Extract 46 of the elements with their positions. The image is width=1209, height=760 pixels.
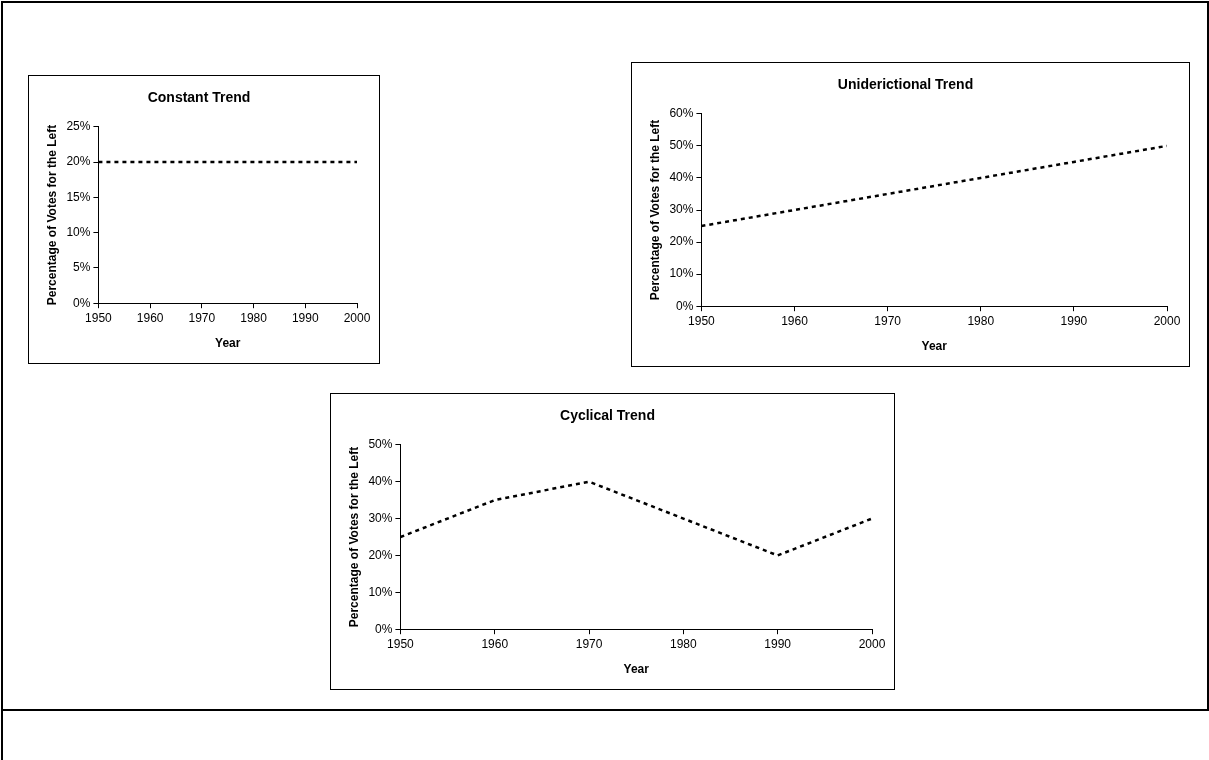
x-tick-label: 1970 <box>874 313 902 328</box>
x-tick-label: 2000 <box>858 636 886 651</box>
y-tick-label: 60% <box>669 106 694 121</box>
y-axis-title: Percentage of Votes for the Left <box>44 124 59 306</box>
x-tick-label: 1960 <box>781 313 809 328</box>
y-tick-label: 25% <box>66 119 91 134</box>
x-tick-label: 1960 <box>481 636 509 651</box>
y-tick-label: 50% <box>368 437 393 452</box>
y-tick-label: 0% <box>375 621 393 636</box>
y-tick-label: 10% <box>66 224 91 239</box>
y-tick-label: 10% <box>368 584 393 599</box>
y-tick-label: 15% <box>66 189 91 204</box>
x-tick-label: 1950 <box>85 310 113 325</box>
x-tick-label: 1980 <box>967 313 995 328</box>
x-tick-label: 1980 <box>240 310 268 325</box>
x-tick-label: 1970 <box>188 310 216 325</box>
x-tick-label: 1950 <box>387 636 415 651</box>
y-tick-label: 20% <box>669 234 694 249</box>
y-tick-label: 20% <box>66 154 91 169</box>
x-axis-title: Year <box>215 336 241 351</box>
y-tick-label: 20% <box>368 547 393 562</box>
x-tick-label: 1970 <box>575 636 603 651</box>
x-tick-label: 1990 <box>291 310 319 325</box>
y-tick-label: 10% <box>669 266 694 281</box>
x-tick-label: 1980 <box>670 636 698 651</box>
y-tick-label: 0% <box>676 298 694 313</box>
y-tick-label: 40% <box>669 170 694 185</box>
y-tick-label: 5% <box>73 260 91 275</box>
x-tick-label: 1950 <box>688 313 716 328</box>
y-axis-title: Percentage of Votes for the Left <box>346 446 361 628</box>
y-tick-label: 30% <box>368 510 393 525</box>
chart-title: Cyclical Trend <box>560 407 655 424</box>
x-axis-title: Year <box>623 662 650 677</box>
x-axis-title: Year <box>921 339 948 354</box>
chart-title: Constant Trend <box>147 89 251 106</box>
y-tick-label: 40% <box>368 473 393 488</box>
x-tick-label: 2000 <box>1153 313 1181 328</box>
x-tick-label: 1990 <box>764 636 792 651</box>
x-tick-label: 1960 <box>136 310 164 325</box>
y-tick-label: 0% <box>73 295 91 310</box>
x-tick-label: 2000 <box>343 310 371 325</box>
y-axis-title: Percentage of Votes for the Left <box>647 119 662 301</box>
y-tick-label: 50% <box>669 138 694 153</box>
y-tick-label: 30% <box>669 202 694 217</box>
chart-title: Uniderictional Trend <box>837 76 974 93</box>
x-tick-label: 1990 <box>1060 313 1088 328</box>
